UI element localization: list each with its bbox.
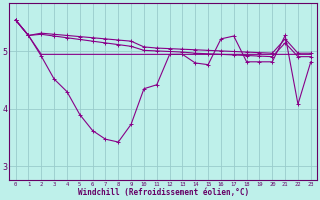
X-axis label: Windchill (Refroidissement éolien,°C): Windchill (Refroidissement éolien,°C): [78, 188, 249, 197]
